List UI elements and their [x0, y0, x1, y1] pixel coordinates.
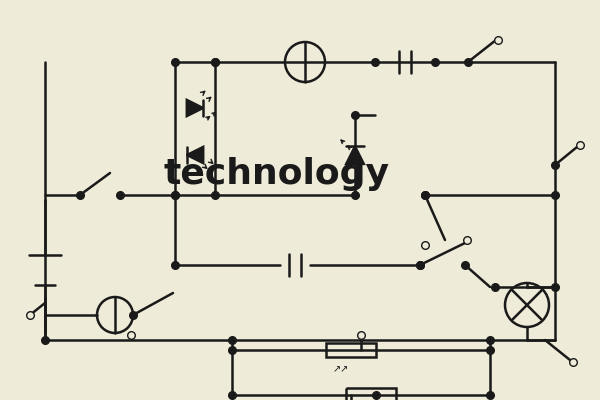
Bar [326, 343, 376, 357]
Polygon shape [187, 146, 203, 163]
Bar [346, 388, 396, 400]
Text: ↗↗: ↗↗ [333, 364, 349, 374]
Polygon shape [187, 100, 203, 116]
Text: technology: technology [163, 157, 389, 191]
Polygon shape [346, 146, 364, 164]
